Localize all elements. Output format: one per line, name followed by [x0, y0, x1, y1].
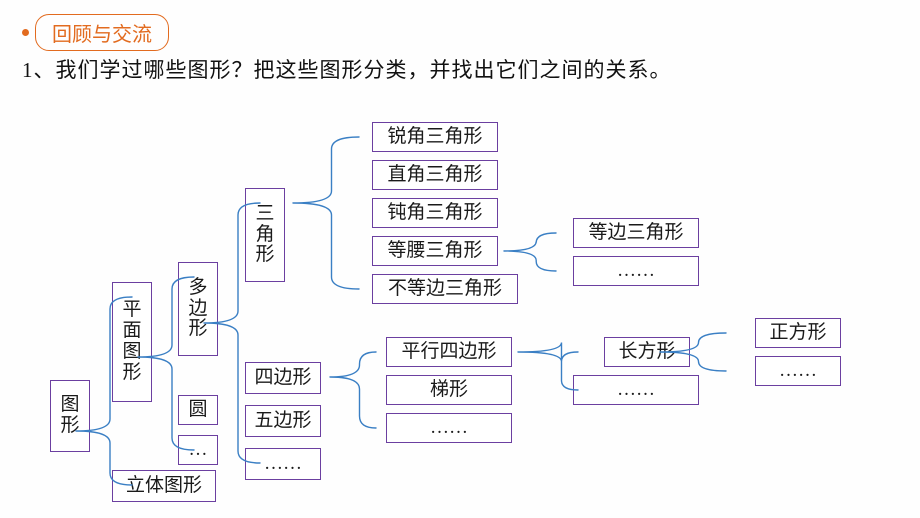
- node-root: 图形: [50, 380, 90, 452]
- node-tri_iso_more: ……: [573, 256, 699, 286]
- section-header: 回顾与交流: [22, 14, 169, 51]
- node-tri_equi: 等边三角形: [573, 218, 699, 248]
- node-tri_scalene: 不等边三角形: [372, 274, 518, 304]
- node-plane: 平面图形: [112, 282, 152, 402]
- node-quad_more: ……: [386, 413, 512, 443]
- node-trapezoid: 梯形: [386, 375, 512, 405]
- node-poly_more: ……: [245, 448, 321, 480]
- node-para_more: ……: [573, 375, 699, 405]
- bullet-dot: [22, 29, 29, 36]
- node-rect_more: ……: [755, 356, 841, 386]
- node-tri_iso: 等腰三角形: [372, 236, 498, 266]
- node-tri_right: 直角三角形: [372, 160, 498, 190]
- node-solid: 立体图形: [112, 470, 216, 502]
- question-text: 1、我们学过哪些图形？把这些图形分类，并找出它们之间的关系。: [22, 54, 672, 84]
- node-parallelogram: 平行四边形: [386, 337, 512, 367]
- node-tri_obtuse: 钝角三角形: [372, 198, 498, 228]
- node-tri_acute: 锐角三角形: [372, 122, 498, 152]
- node-square: 正方形: [755, 318, 841, 348]
- section-badge: 回顾与交流: [35, 14, 169, 51]
- node-rect: 长方形: [604, 337, 690, 367]
- node-plane_more: …: [178, 435, 218, 465]
- node-quad: 四边形: [245, 362, 321, 394]
- node-triangle: 三角形: [245, 188, 285, 282]
- node-pentagon: 五边形: [245, 405, 321, 437]
- node-polygon: 多边形: [178, 262, 218, 356]
- node-circle: 圆: [178, 395, 218, 425]
